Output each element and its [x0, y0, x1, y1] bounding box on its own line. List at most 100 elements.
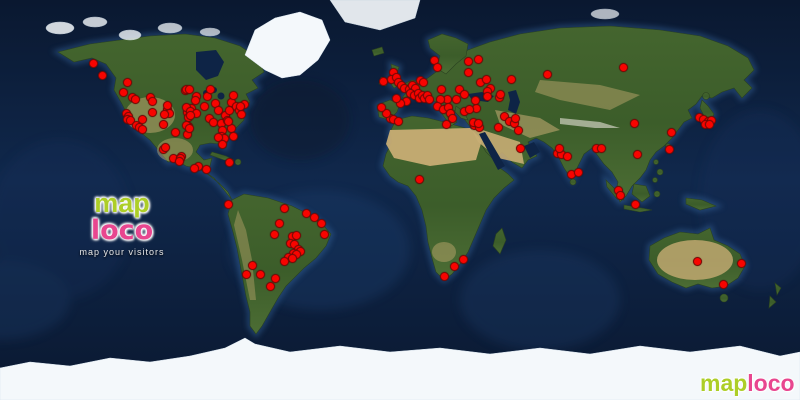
visitor-dot: [447, 113, 457, 123]
visitor-dot: [381, 108, 391, 118]
visitor-dot: [199, 101, 209, 111]
visitor-dot: [495, 89, 505, 99]
visitor-dot: [223, 116, 233, 126]
visitor-dot: [147, 96, 157, 106]
visitor-dot: [147, 107, 157, 117]
visitor-dot: [414, 174, 424, 184]
visitor-dot: [459, 89, 469, 99]
visitor-dot: [632, 149, 642, 159]
visitor-dot: [88, 58, 98, 68]
visitor-dot: [213, 105, 223, 115]
visitor-dot: [454, 84, 464, 94]
visitor-dot: [542, 69, 552, 79]
visitor-dot: [473, 118, 483, 128]
visitor-dot: [436, 84, 446, 94]
visitor-dot: [692, 256, 702, 266]
visitor-dot: [424, 94, 434, 104]
visitor-dot: [449, 261, 459, 271]
visitor-dot: [269, 229, 279, 239]
visitor-dot: [228, 90, 238, 100]
visitor-dot: [265, 281, 275, 291]
visitor-dot: [235, 101, 245, 111]
visitor-dot: [499, 111, 509, 121]
visitor-dot: [137, 124, 147, 134]
visitor-dot: [630, 199, 640, 209]
visitor-dot: [506, 74, 516, 84]
visitor-dot: [274, 218, 284, 228]
visitor-dot: [224, 157, 234, 167]
visitor-dot: [316, 218, 326, 228]
visitor-dot: [596, 143, 606, 153]
visitor-dot: [704, 119, 714, 129]
visitor-dot: [473, 54, 483, 64]
visitor-dot: [481, 74, 491, 84]
logo-word-map: map: [94, 188, 150, 218]
visitor-dot: [515, 143, 525, 153]
visitor-dot: [562, 151, 572, 161]
visitor-dot: [255, 269, 265, 279]
visitor-dot: [130, 94, 140, 104]
visitor-dot: [270, 273, 280, 283]
visitor-dot: [247, 260, 257, 270]
visitor-dot: [618, 62, 628, 72]
visitor-dot: [205, 84, 215, 94]
visitor-dot: [615, 190, 625, 200]
visitor-dot: [184, 123, 194, 133]
visitor-dot: [184, 84, 194, 94]
visitor-dot: [554, 143, 564, 153]
visitor-dot: [513, 125, 523, 135]
visitor-dot: [482, 91, 492, 101]
visitor-dot: [241, 269, 251, 279]
visitor-dot: [441, 119, 451, 129]
visitor-dot: [190, 95, 200, 105]
watermark-word-map: map: [700, 370, 748, 396]
visitor-dot: [458, 254, 468, 264]
visitor-dot: [301, 208, 311, 218]
visitor-dot: [174, 156, 184, 166]
visitor-dot: [189, 163, 199, 173]
logo-tagline: map your visitors: [79, 247, 165, 257]
visitor-dot: [664, 144, 674, 154]
visitor-dot: [391, 93, 401, 103]
visitor-dot: [228, 131, 238, 141]
visitor-dot: [201, 164, 211, 174]
visitor-dot: [319, 229, 329, 239]
visitor-dot: [279, 203, 289, 213]
visitor-dot: [493, 122, 503, 132]
visitor-dot: [418, 77, 428, 87]
maploco-watermark: maploco: [700, 372, 795, 395]
visitor-dot: [736, 258, 746, 268]
visitor-dot: [470, 95, 480, 105]
visitor-dot: [122, 77, 132, 87]
visitor-dot: [376, 102, 386, 112]
visitor-dot: [125, 115, 135, 125]
visitor-dot: [160, 142, 170, 152]
visitor-dot: [279, 256, 289, 266]
visitor-dot: [97, 70, 107, 80]
logo-word-loco: loco: [90, 215, 154, 246]
visitor-dot: [217, 139, 227, 149]
visitor-dot: [287, 253, 297, 263]
visitor-dot: [170, 127, 180, 137]
maploco-logo: map loco map your visitors: [62, 190, 182, 257]
visitor-dot: [666, 127, 676, 137]
visitor-dot: [464, 104, 474, 114]
visitor-dot: [309, 212, 319, 222]
visitor-dot: [162, 100, 172, 110]
visitor-dot: [291, 230, 301, 240]
visitor-dot: [236, 109, 246, 119]
visitor-dot: [573, 167, 583, 177]
visitor-dot: [439, 271, 449, 281]
visitor-dot: [463, 67, 473, 77]
visitor-dot: [118, 87, 128, 97]
visitor-dot: [718, 279, 728, 289]
visitor-dot: [137, 114, 147, 124]
visitor-dot: [185, 110, 195, 120]
logo-wordmark: map loco: [62, 188, 182, 246]
visitor-dot: [629, 118, 639, 128]
watermark-word-loco: loco: [747, 370, 795, 396]
